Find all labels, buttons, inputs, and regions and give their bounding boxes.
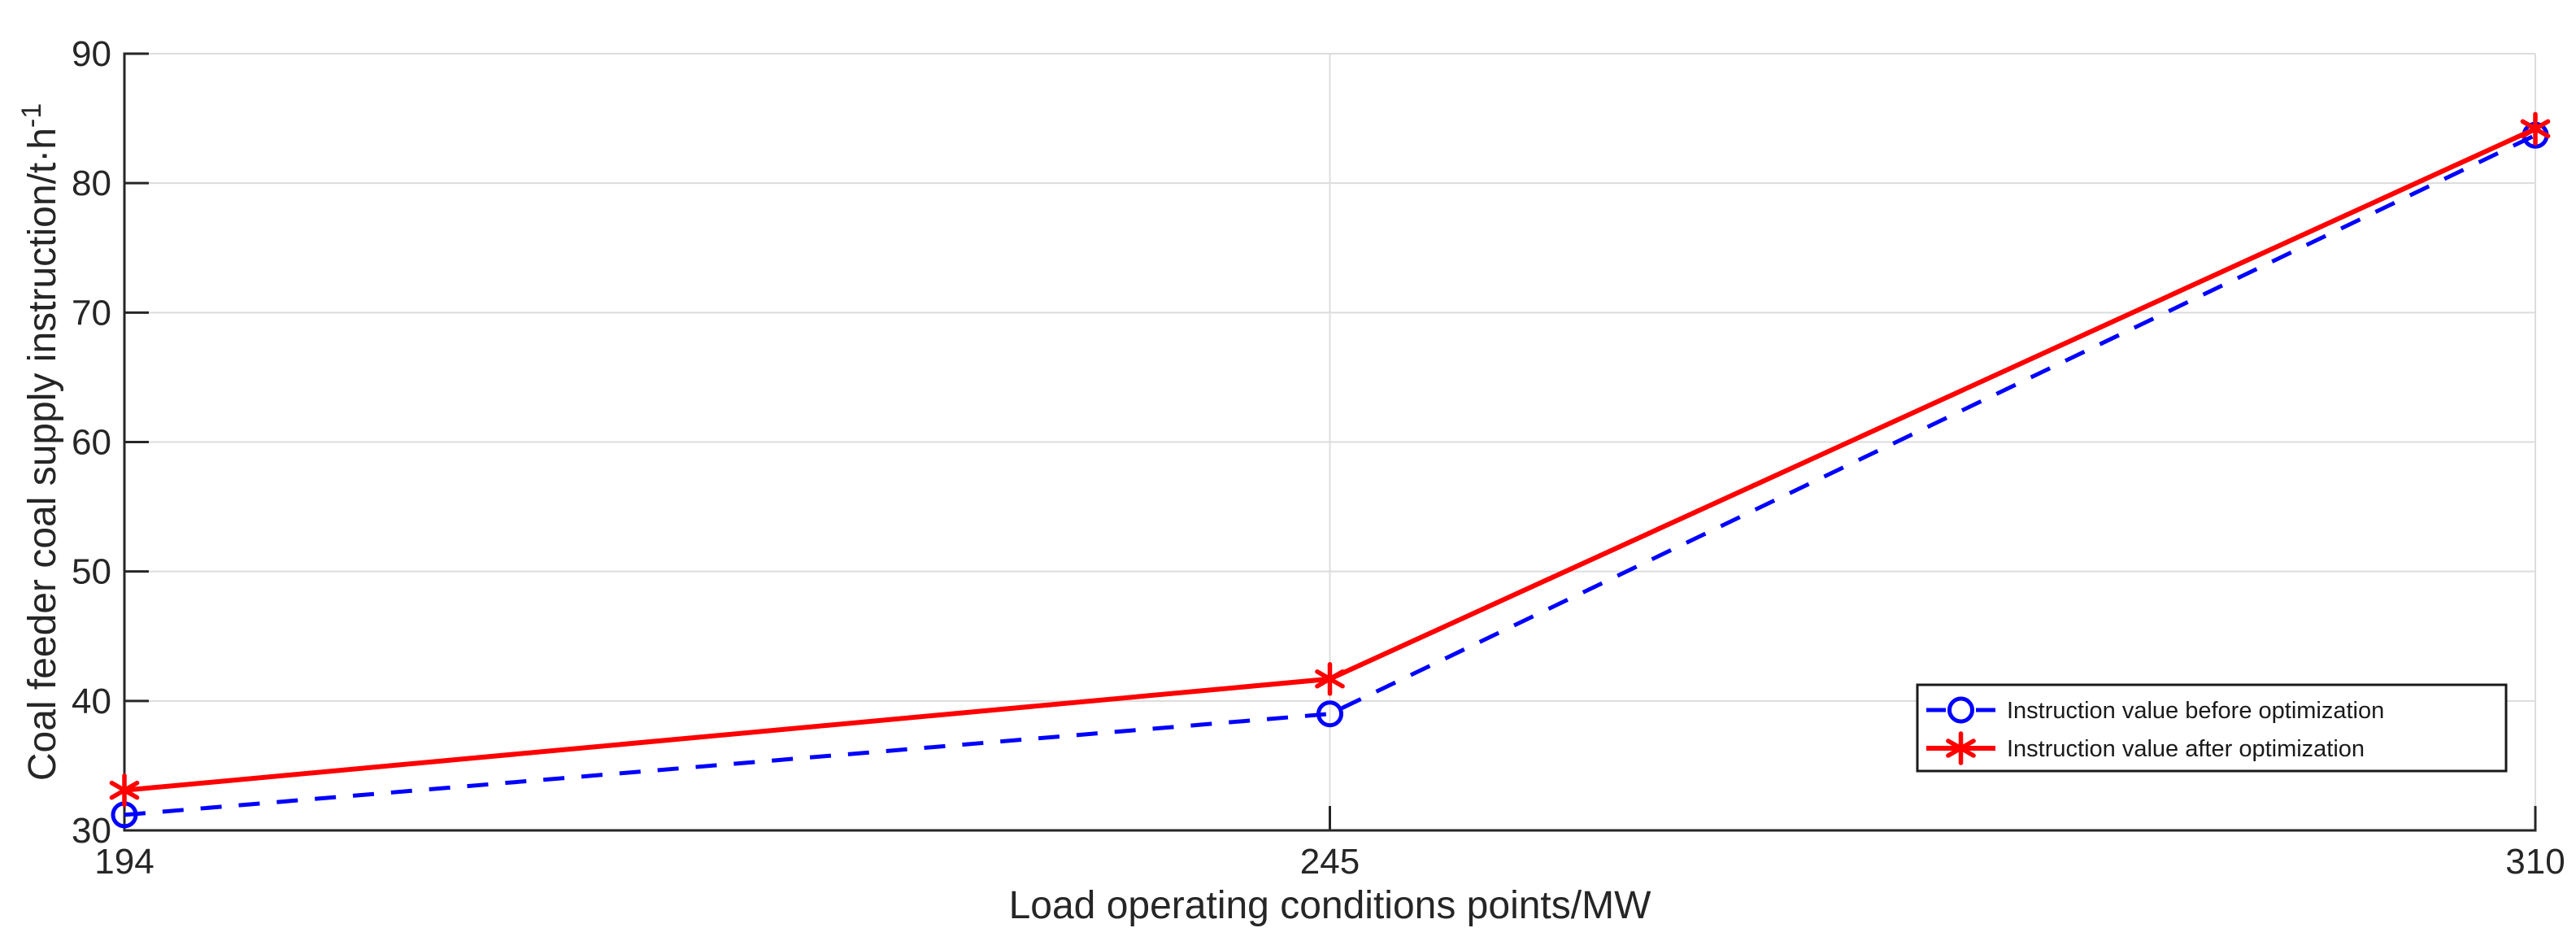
legend-entry-1: Instruction value after optimization xyxy=(1926,731,2365,765)
asterisk-spoke xyxy=(2520,119,2551,139)
x-tick-label: 245 xyxy=(1300,842,1360,882)
series-markers-1 xyxy=(109,111,2551,808)
y-tick-label: 50 xyxy=(72,552,111,592)
legend-label: Instruction value before optimization xyxy=(2007,698,2384,724)
tick-labels: 30 40 50 60 70 80 90 194 245 310 xyxy=(72,34,2565,882)
y-tick-label: 80 xyxy=(72,163,111,203)
asterisk-spoke xyxy=(109,780,140,800)
legend: Instruction value before optimization Ins… xyxy=(1916,683,2508,773)
legend-entry-0: Instruction value before optimization xyxy=(1926,696,2384,724)
y-tick-label: 90 xyxy=(72,34,111,74)
y-tick-label: 30 xyxy=(72,811,111,851)
y-axis-label: Coal feeder coal supply instruction/t·h-… xyxy=(16,103,64,781)
x-axis-label: Load operating conditions points/MW xyxy=(1009,884,1651,927)
x-tick-label: 194 xyxy=(94,842,154,882)
y-tick-label: 70 xyxy=(72,293,111,333)
x-tick-label: 310 xyxy=(2505,842,2565,882)
circle-marker xyxy=(1947,696,1974,724)
asterisk-marker xyxy=(1315,662,1345,696)
asterisk-spoke xyxy=(1315,669,1345,689)
series-line-0 xyxy=(124,133,2537,817)
legend-label: Instruction value after optimization xyxy=(2007,736,2365,762)
y-tick-label: 40 xyxy=(72,682,111,721)
circle-marker xyxy=(1316,700,1343,728)
asterisk-marker xyxy=(1946,731,1976,765)
axis-ticks xyxy=(123,52,2537,832)
y-tick-label: 60 xyxy=(72,423,111,463)
asterisk-marker xyxy=(2520,111,2551,146)
legend-box xyxy=(1916,683,2508,773)
asterisk-marker xyxy=(109,773,140,808)
asterisk-spoke xyxy=(1946,738,1976,758)
